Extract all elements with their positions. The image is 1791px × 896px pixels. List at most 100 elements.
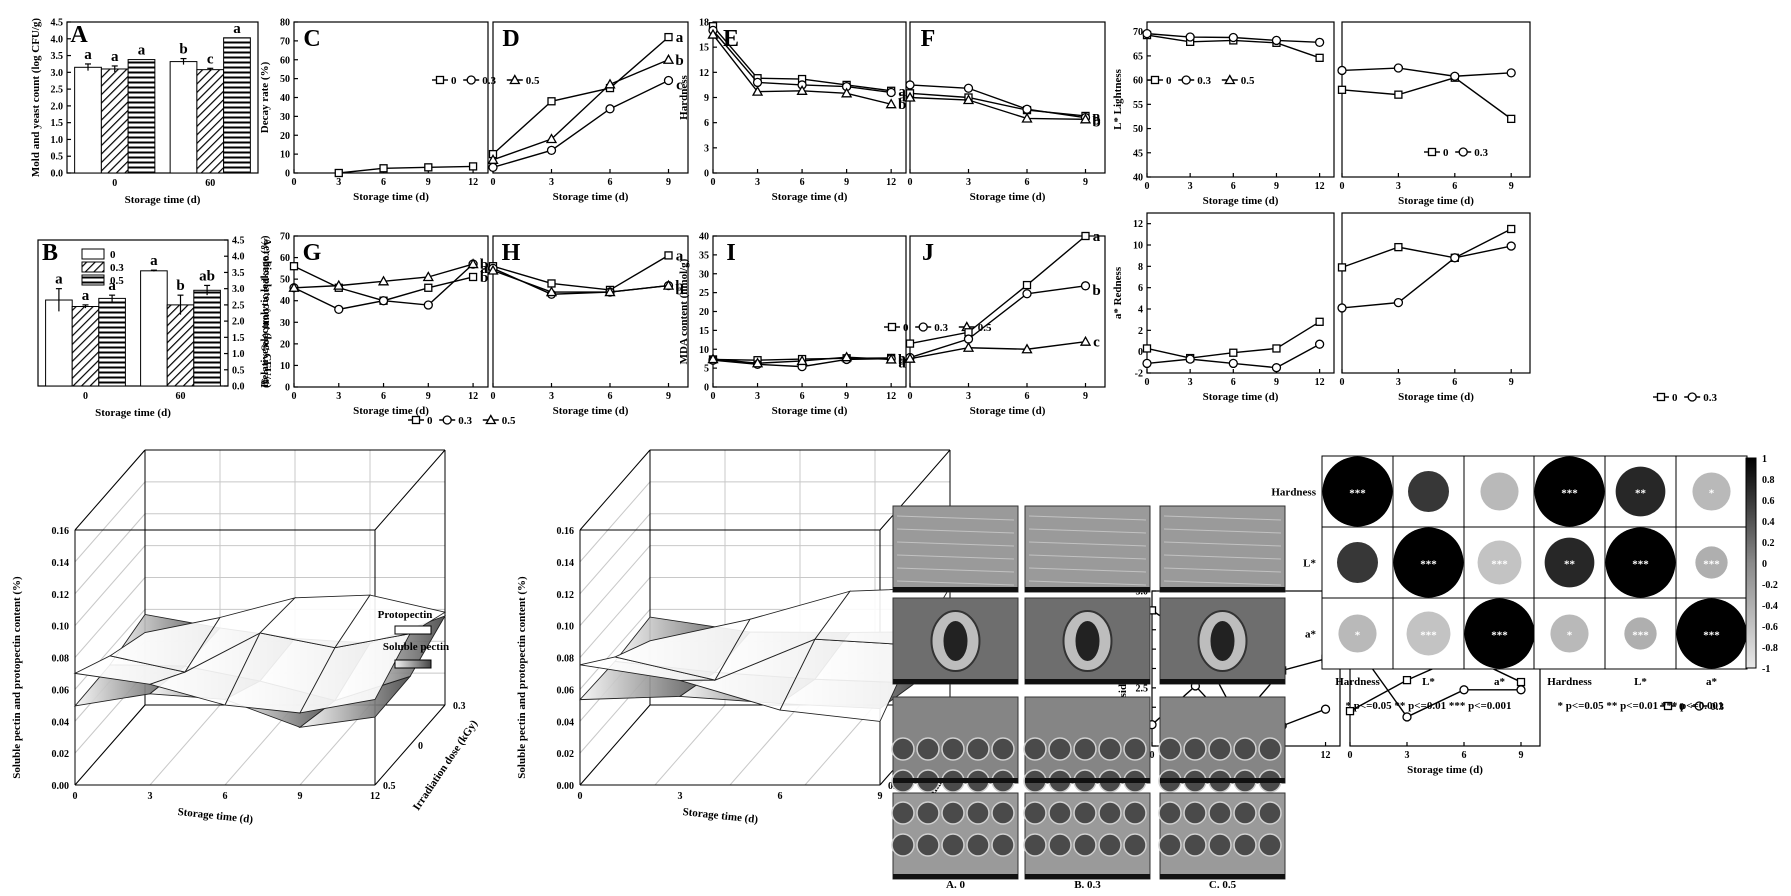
y-tick-label: 4.5 <box>51 18 64 29</box>
marker-circle <box>1185 32 1195 42</box>
marker-triangle <box>962 341 975 352</box>
grid-line <box>579 545 651 626</box>
x-tick-label: 0 <box>1340 377 1345 388</box>
surface-protopectin <box>334 594 447 649</box>
marker-circle <box>605 104 615 114</box>
corr-circle <box>1695 546 1728 579</box>
marker-circle <box>1458 147 1468 157</box>
cell <box>941 737 965 761</box>
grid-line <box>149 704 221 786</box>
marker-square <box>1402 675 1412 685</box>
plot-frame <box>712 21 907 174</box>
y-tick-label: 2 <box>1138 326 1143 337</box>
texture-line <box>896 528 1015 534</box>
legend-swatch-0 <box>81 248 105 260</box>
y-tick-label: 1.0 <box>232 349 245 360</box>
x-tick-label: 0 <box>83 391 88 402</box>
chart-G: 0 3 6 9 12 0 10 20 30 40 50 60 70 Storage time (d) Rel… <box>259 232 516 428</box>
cell <box>916 833 940 857</box>
legend-label: 0.5 <box>978 322 992 334</box>
x-tick-label: 3 <box>966 391 971 402</box>
bar-0.5-0 <box>127 59 156 174</box>
cell <box>1073 737 1097 761</box>
y-tick-label: 4.5 <box>232 236 245 247</box>
chart-E: 0 3 6 9 12 0 3 6 9 12 15 18 Storage time (d) Hardness… <box>678 18 907 203</box>
grid-line <box>74 545 146 626</box>
grid-line <box>729 704 801 786</box>
marker-triangle <box>487 153 499 164</box>
cell <box>1073 801 1097 825</box>
corr-circle <box>1338 614 1377 653</box>
panel-letter: J <box>922 240 934 266</box>
marker-circle <box>1459 685 1469 695</box>
legend-label: 0.5 <box>1241 75 1255 87</box>
legend-label: 0 <box>1443 147 1449 159</box>
y-tick-label: 4.0 <box>51 34 64 45</box>
cell <box>1233 801 1257 825</box>
corr-circle <box>1624 617 1657 650</box>
marker-triangle <box>545 133 558 144</box>
x-tick-label: 9 <box>426 177 431 188</box>
significance-letter: a <box>676 30 684 46</box>
cell <box>1233 737 1257 761</box>
marker-circle <box>1402 712 1412 722</box>
cell <box>1048 737 1072 761</box>
x-axis-label: Storage time (d) <box>682 806 759 826</box>
y-tick-label: 6 <box>1138 283 1143 294</box>
corr-x-label: Hardness <box>1547 676 1592 688</box>
x-tick-label: 9 <box>1083 177 1088 188</box>
corr-circle <box>1477 540 1522 585</box>
panel-letter: A <box>70 22 88 48</box>
series-line-0.5 <box>492 59 669 161</box>
x-tick-label: 3 <box>148 791 153 802</box>
z-tick-label: 0.06 <box>557 685 575 696</box>
y-axis-label: Aerobic plate count (log CFU/g) <box>261 238 273 388</box>
bar-0.5-60 <box>223 37 251 174</box>
significance-letter: a <box>150 253 158 269</box>
marker-triangle <box>377 275 390 286</box>
cell <box>1023 833 1047 857</box>
marker-circle <box>546 145 557 156</box>
significance-letter: b <box>1092 115 1100 131</box>
series-line-0.5 <box>909 96 1086 121</box>
plot-frame <box>909 21 1106 174</box>
cell <box>1023 737 1047 761</box>
x-tick-label: 6 <box>1452 377 1457 388</box>
marker-circle <box>1181 75 1191 85</box>
significance-letter: a <box>108 278 116 294</box>
x-tick-label: 60 <box>205 178 215 189</box>
marker-square <box>435 75 445 85</box>
corr-stars: *** <box>1561 488 1578 500</box>
box-edge <box>74 449 146 531</box>
plot-frame <box>1146 212 1335 374</box>
marker-circle <box>1142 28 1152 39</box>
x-tick-label: 0 <box>292 177 297 188</box>
grid-line <box>654 704 726 786</box>
y-tick-label: 1.0 <box>51 135 64 146</box>
significance-letter: b <box>480 257 488 273</box>
cell <box>966 737 990 761</box>
legend-label: 0.3 <box>1703 392 1717 404</box>
marker-square <box>424 283 433 292</box>
marker-square <box>547 279 556 288</box>
x-tick-label: 6 <box>381 177 386 188</box>
x-tick-label: 12 <box>1315 181 1325 192</box>
x-tick-label: 0 <box>711 177 716 188</box>
chart-A: 0.0 0.5 1.0 1.5 2.0 2.5 3.0 3.5 4.0 4.5 0 a a a 60 b c a S… <box>30 18 259 206</box>
marker-circle <box>1393 297 1404 308</box>
y-tick-label: 50 <box>280 275 290 286</box>
marker-square <box>905 339 915 348</box>
texture-line <box>1028 554 1147 560</box>
plot-frame <box>712 235 907 388</box>
marker-square <box>334 168 343 178</box>
marker-square <box>1315 53 1324 62</box>
sem-surface-image <box>1159 505 1286 593</box>
corr-x-label: L* <box>1634 676 1647 688</box>
y-axis-label: Soluble pectin and protopectin content (… <box>516 576 528 779</box>
marker-circle <box>963 83 974 93</box>
sem-surface-image <box>892 505 1019 593</box>
corr-circle <box>1393 527 1464 598</box>
corr-stars: * <box>1709 488 1715 500</box>
